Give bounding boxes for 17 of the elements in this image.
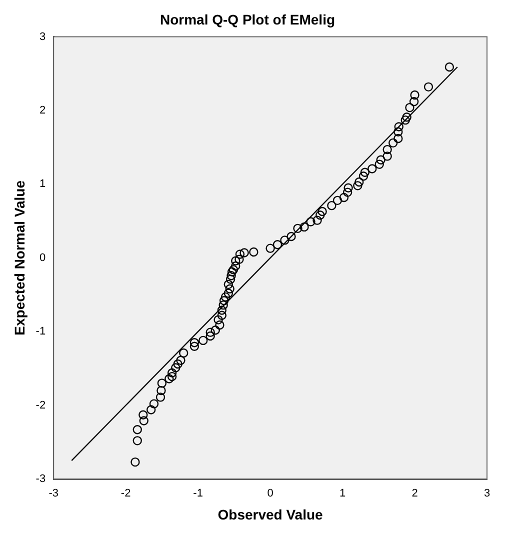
y-tick-label: -2	[36, 399, 46, 412]
x-tick-label: 1	[339, 488, 346, 500]
y-axis-title: Expected Normal Value	[11, 180, 28, 336]
x-tick-label: 2	[412, 488, 418, 500]
x-tick-label: 3	[484, 488, 490, 500]
x-tick-label: -2	[120, 488, 131, 500]
y-tick-label: 0	[39, 252, 46, 264]
y-tick-label: -3	[36, 473, 46, 486]
x-axis-title: Observed Value	[218, 506, 324, 522]
x-tick-label: 0	[267, 488, 274, 500]
chart-title: Normal Q-Q Plot of EMelig	[160, 11, 336, 28]
x-tick-label: -1	[193, 488, 203, 500]
y-tick-label: 2	[39, 104, 46, 117]
y-tick-label: 3	[39, 30, 46, 43]
x-tick-label: -3	[48, 488, 58, 500]
y-tick-label: 1	[39, 178, 46, 190]
y-tick-label: -1	[36, 326, 46, 338]
